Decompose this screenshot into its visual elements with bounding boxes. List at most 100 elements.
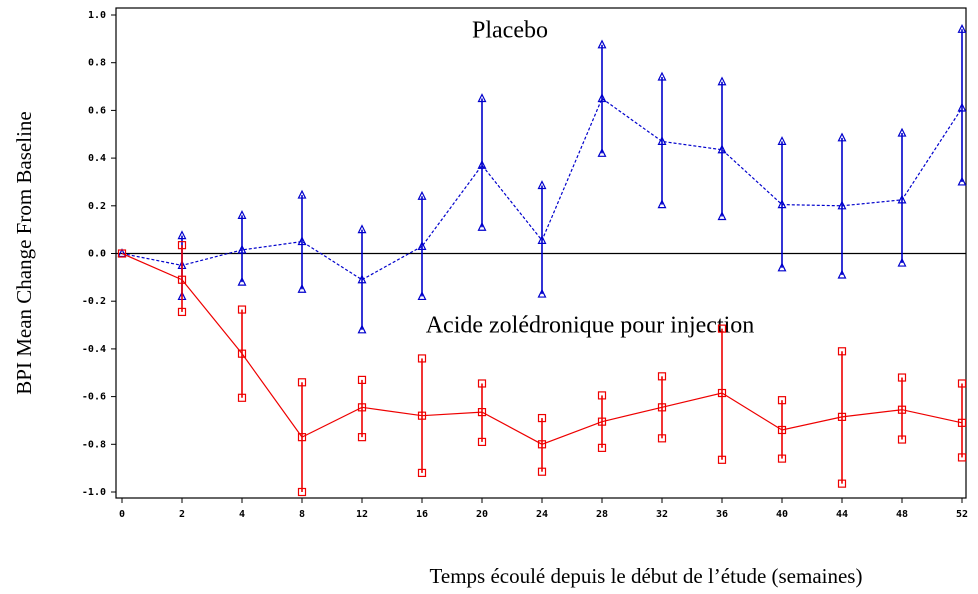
error-cap — [717, 211, 727, 221]
point — [297, 433, 307, 442]
y-tick-label: -0.6 — [82, 392, 106, 403]
x-tick-label: 16 — [416, 509, 428, 520]
error-cap — [537, 288, 547, 298]
y-tick-label: 0.4 — [88, 153, 106, 164]
y-tick-label: -0.4 — [82, 344, 106, 355]
point — [597, 417, 607, 426]
x-tick-label: 40 — [776, 509, 788, 520]
error-cap — [777, 454, 787, 463]
error-cap — [417, 354, 427, 363]
point — [417, 241, 427, 250]
point — [957, 102, 967, 112]
error-cap — [717, 324, 727, 333]
point — [657, 403, 667, 412]
y-axis-label: BPI Mean Change From Baseline — [12, 111, 36, 394]
error-cap — [657, 71, 667, 81]
error-cap — [657, 372, 667, 381]
error-cap — [357, 224, 367, 234]
y-tick-label: 0.6 — [88, 105, 106, 116]
error-cap — [537, 180, 547, 190]
annotation: Acide zolédronique pour injection — [426, 313, 755, 339]
point — [357, 403, 367, 412]
error-cap — [717, 76, 727, 86]
point — [657, 136, 667, 146]
error-cap — [177, 241, 187, 250]
y-tick-label: -0.2 — [82, 296, 106, 307]
point — [237, 349, 247, 358]
error-cap — [537, 413, 547, 423]
error-cap — [297, 378, 307, 387]
error-cap — [597, 39, 607, 49]
error-cap — [777, 136, 787, 146]
error-cap — [897, 127, 907, 137]
error-cap — [237, 305, 247, 314]
point — [477, 408, 487, 417]
point — [837, 412, 847, 421]
error-cap — [957, 23, 967, 33]
point — [237, 244, 247, 254]
error-cap — [297, 487, 307, 497]
error-cap — [897, 373, 907, 382]
series — [121, 29, 963, 330]
point — [297, 236, 307, 246]
point — [417, 411, 427, 420]
error-cap — [657, 199, 667, 209]
y-tick-label: 0.0 — [88, 249, 106, 260]
x-tick-label: 48 — [896, 509, 908, 520]
error-cap — [357, 324, 367, 334]
x-tick-label: 24 — [536, 509, 548, 520]
error-cap — [897, 257, 907, 267]
point — [537, 235, 547, 244]
error-cap — [957, 379, 967, 388]
error-cap — [717, 455, 727, 464]
x-tick-label: 36 — [716, 509, 728, 520]
error-cap — [957, 453, 967, 462]
x-tick-label: 0 — [119, 509, 125, 520]
error-cap — [177, 307, 187, 317]
error-cap — [837, 347, 847, 356]
x-tick-label: 8 — [299, 509, 305, 520]
y-tick-label: -0.8 — [82, 439, 106, 450]
point — [717, 388, 727, 398]
error-cap — [237, 209, 247, 219]
point — [537, 440, 547, 449]
point — [717, 144, 727, 154]
point — [897, 405, 907, 414]
error-cap — [177, 230, 187, 240]
x-tick-label: 44 — [836, 509, 848, 520]
point — [837, 200, 847, 210]
error-cap — [837, 132, 847, 142]
point — [357, 274, 367, 284]
error-cap — [237, 276, 247, 286]
point — [777, 199, 787, 209]
error-cap — [837, 269, 847, 279]
error-cap — [477, 379, 487, 388]
error-cap — [357, 375, 367, 385]
point — [897, 194, 907, 204]
error-cap — [477, 93, 487, 103]
error-cap — [777, 396, 787, 405]
error-cap — [477, 437, 487, 447]
error-cap — [297, 189, 307, 199]
x-tick-label: 32 — [656, 509, 668, 520]
error-cap — [777, 262, 787, 272]
x-tick-label: 28 — [596, 509, 608, 520]
point — [957, 418, 967, 427]
y-tick-label: -1.0 — [82, 487, 106, 498]
point — [477, 159, 487, 169]
error-cap — [357, 433, 367, 442]
error-cap — [417, 468, 427, 478]
annotation: Placebo — [472, 18, 548, 44]
error-cap — [297, 283, 307, 293]
x-tick-label: 12 — [356, 509, 368, 520]
point — [597, 93, 607, 103]
error-cap — [597, 147, 607, 157]
error-cap — [417, 291, 427, 301]
series — [121, 245, 963, 492]
error-cap — [957, 176, 967, 186]
error-cap — [657, 434, 667, 443]
error-cap — [597, 443, 607, 452]
x-tick-label: 4 — [239, 509, 245, 520]
y-tick-label: 0.8 — [88, 58, 106, 69]
x-tick-label: 20 — [476, 509, 488, 520]
